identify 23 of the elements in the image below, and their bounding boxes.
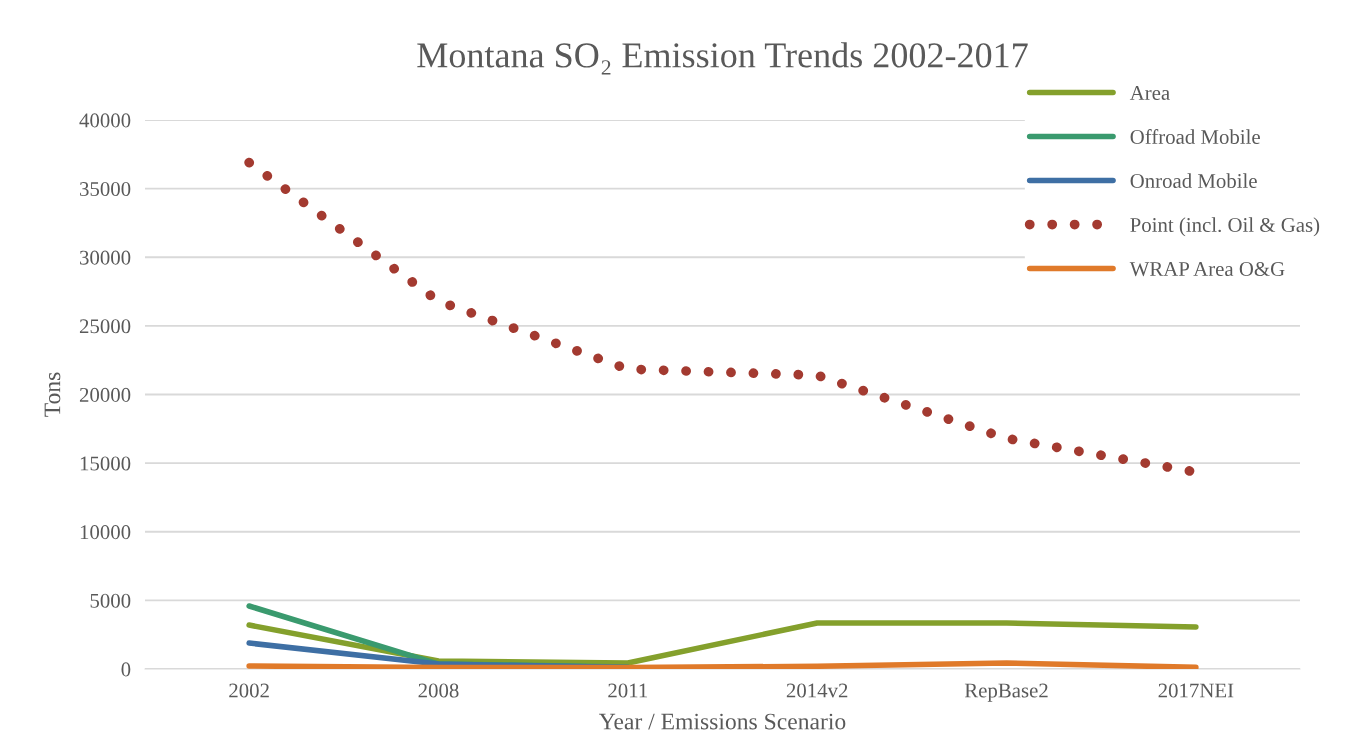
y-tick-label: 5000 bbox=[90, 593, 131, 608]
legend-label: Point (incl. Oil & Gas) bbox=[1130, 217, 1320, 237]
y-tick-label: 10000 bbox=[80, 525, 131, 540]
y-axis-title: Tons bbox=[44, 372, 61, 417]
legend-label: WRAP Area O&G bbox=[1129, 261, 1285, 277]
legend-label: Offroad Mobile bbox=[1130, 129, 1260, 144]
y-tick-label: 0 bbox=[121, 662, 131, 677]
x-tick-label: 2008 bbox=[418, 683, 459, 698]
x-tick-label: 2002 bbox=[229, 683, 269, 698]
x-tick-label: 2011 bbox=[608, 683, 648, 698]
legend-label: Area bbox=[1129, 86, 1170, 100]
y-tick-label: 35000 bbox=[80, 182, 131, 197]
y-tick-label: 30000 bbox=[80, 250, 131, 265]
x-axis-title: Year / Emissions Scenario bbox=[599, 713, 846, 730]
x-tick-label: RepBase2 bbox=[964, 683, 1048, 702]
legend-label: Onroad Mobile bbox=[1130, 173, 1257, 188]
y-tick-label: 25000 bbox=[79, 319, 131, 334]
x-tick-label: 2017NEI bbox=[1158, 683, 1234, 698]
y-tick-label: 20000 bbox=[79, 387, 131, 402]
y-tick-label: 40000 bbox=[79, 113, 131, 128]
x-tick-label: 2014v2 bbox=[786, 683, 848, 698]
chart-title: Montana SO₂ Emission Trends 2002-2017 bbox=[417, 42, 1028, 75]
y-tick-label: 15000 bbox=[80, 456, 131, 471]
